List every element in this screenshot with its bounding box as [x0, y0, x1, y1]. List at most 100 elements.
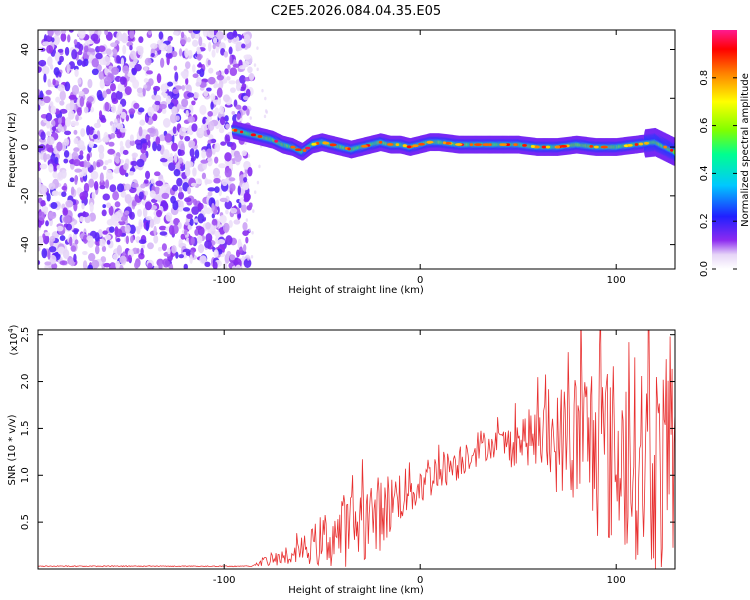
heatmap-cell: [155, 180, 164, 187]
heatmap-cell: [87, 264, 94, 269]
chart-title: C2E5.2026.084.04.35.E05: [271, 4, 441, 19]
heatmap-cell: [112, 191, 120, 201]
heatmap-cell: [46, 56, 53, 67]
heatmap-cell: [73, 129, 78, 135]
heatmap-cell: [184, 48, 189, 58]
heatmap-cell: [205, 222, 211, 230]
heatmap-cell: [207, 59, 211, 66]
heatmap-cell: [144, 190, 149, 196]
heatmap-cell: [138, 219, 143, 229]
heatmap-cell: [228, 80, 237, 85]
heatmap-cell: [76, 107, 82, 116]
heatmap-peak: [499, 143, 507, 147]
heatmap-cell: [210, 101, 214, 110]
heatmap-cell: [45, 112, 53, 122]
heatmap-peak: [555, 145, 561, 149]
heatmap-cell: [119, 127, 127, 133]
heatmap-cell: [97, 45, 106, 52]
heatmap-cell: [77, 30, 86, 39]
heatmap-cell: [243, 173, 246, 178]
heatmap-cell: [160, 83, 168, 93]
heatmap-cell: [138, 191, 144, 200]
heatmap-cell: [249, 116, 252, 120]
heatmap-cell: [38, 151, 41, 161]
heatmap-cell: [204, 240, 212, 249]
heatmap-cell: [187, 224, 193, 231]
heatmap-cell: [223, 51, 229, 58]
heatmap-cell: [176, 177, 183, 187]
heatmap-cell: [112, 222, 120, 227]
heatmap-cell: [162, 117, 171, 128]
heatmap-cell: [128, 224, 136, 235]
heatmap-cell: [172, 30, 179, 36]
heatmap-peak: [386, 143, 394, 146]
heatmap-cell: [102, 204, 107, 209]
heatmap-cell: [116, 244, 122, 256]
spectrogram-x-tick-label: -100: [213, 275, 236, 286]
snr-x-tick-label: -100: [213, 575, 236, 586]
heatmap-cell: [71, 49, 78, 60]
heatmap-cell: [60, 116, 66, 127]
heatmap-cell: [238, 202, 242, 209]
heatmap-cell: [193, 92, 200, 99]
heatmap-cell: [222, 222, 230, 233]
heatmap-cell: [57, 123, 63, 133]
heatmap-cell: [204, 261, 211, 267]
heatmap-cell: [124, 224, 131, 234]
heatmap-cell: [128, 170, 135, 176]
heatmap-cell: [63, 215, 71, 224]
heatmap-cell: [153, 194, 162, 201]
heatmap-cell: [213, 177, 221, 184]
heatmap-cell: [87, 103, 92, 109]
heatmap-cell: [69, 177, 75, 183]
spectrogram-y-tick-label: -40: [20, 236, 31, 252]
heatmap-cell: [239, 75, 246, 84]
heatmap-cell: [246, 108, 250, 116]
heatmap-cell: [38, 66, 42, 73]
heatmap-cell: [64, 46, 70, 56]
heatmap-cell: [91, 191, 96, 200]
heatmap-cell: [55, 96, 61, 103]
heatmap-cell: [196, 63, 203, 68]
heatmap-cell: [146, 70, 153, 75]
heatmap-cell: [90, 33, 99, 42]
heatmap-cell: [111, 48, 118, 57]
heatmap-cell: [39, 90, 44, 101]
heatmap-cell: [185, 109, 189, 118]
heatmap-cell: [183, 263, 188, 269]
heatmap-cell: [101, 245, 107, 253]
heatmap-cell: [191, 206, 200, 215]
heatmap-cell: [178, 186, 183, 193]
heatmap-cell: [247, 166, 253, 177]
snr-scale-exponent: 4: [7, 328, 15, 333]
heatmap-cell: [49, 254, 57, 265]
heatmap-cell: [43, 73, 47, 83]
heatmap-cell: [186, 37, 191, 43]
heatmap-cell: [86, 153, 90, 162]
heatmap-cell: [73, 229, 79, 235]
heatmap-cell: [212, 167, 221, 177]
heatmap-cell: [52, 171, 58, 179]
heatmap-cell: [229, 54, 233, 66]
heatmap-cell: [200, 123, 209, 131]
heatmap-cell: [147, 127, 155, 134]
heatmap-peak: [663, 145, 668, 149]
heatmap-cell: [256, 67, 259, 72]
heatmap-cell: [167, 247, 171, 255]
heatmap-cell: [195, 225, 203, 230]
heatmap-cell: [94, 245, 100, 255]
heatmap-peak: [589, 145, 594, 148]
heatmap-cell: [181, 84, 185, 91]
heatmap-cell: [194, 178, 203, 185]
heatmap-cell: [124, 172, 129, 177]
heatmap-cell: [216, 74, 224, 81]
heatmap-cell: [264, 109, 268, 113]
heatmap-cell: [65, 117, 71, 127]
heatmap-cell: [225, 235, 233, 246]
heatmap-cell: [60, 30, 67, 34]
heatmap-cell: [190, 156, 196, 162]
heatmap-cell: [192, 39, 199, 47]
heatmap-cell: [150, 43, 158, 49]
heatmap-cell: [253, 190, 257, 195]
heatmap-cell: [119, 255, 127, 264]
